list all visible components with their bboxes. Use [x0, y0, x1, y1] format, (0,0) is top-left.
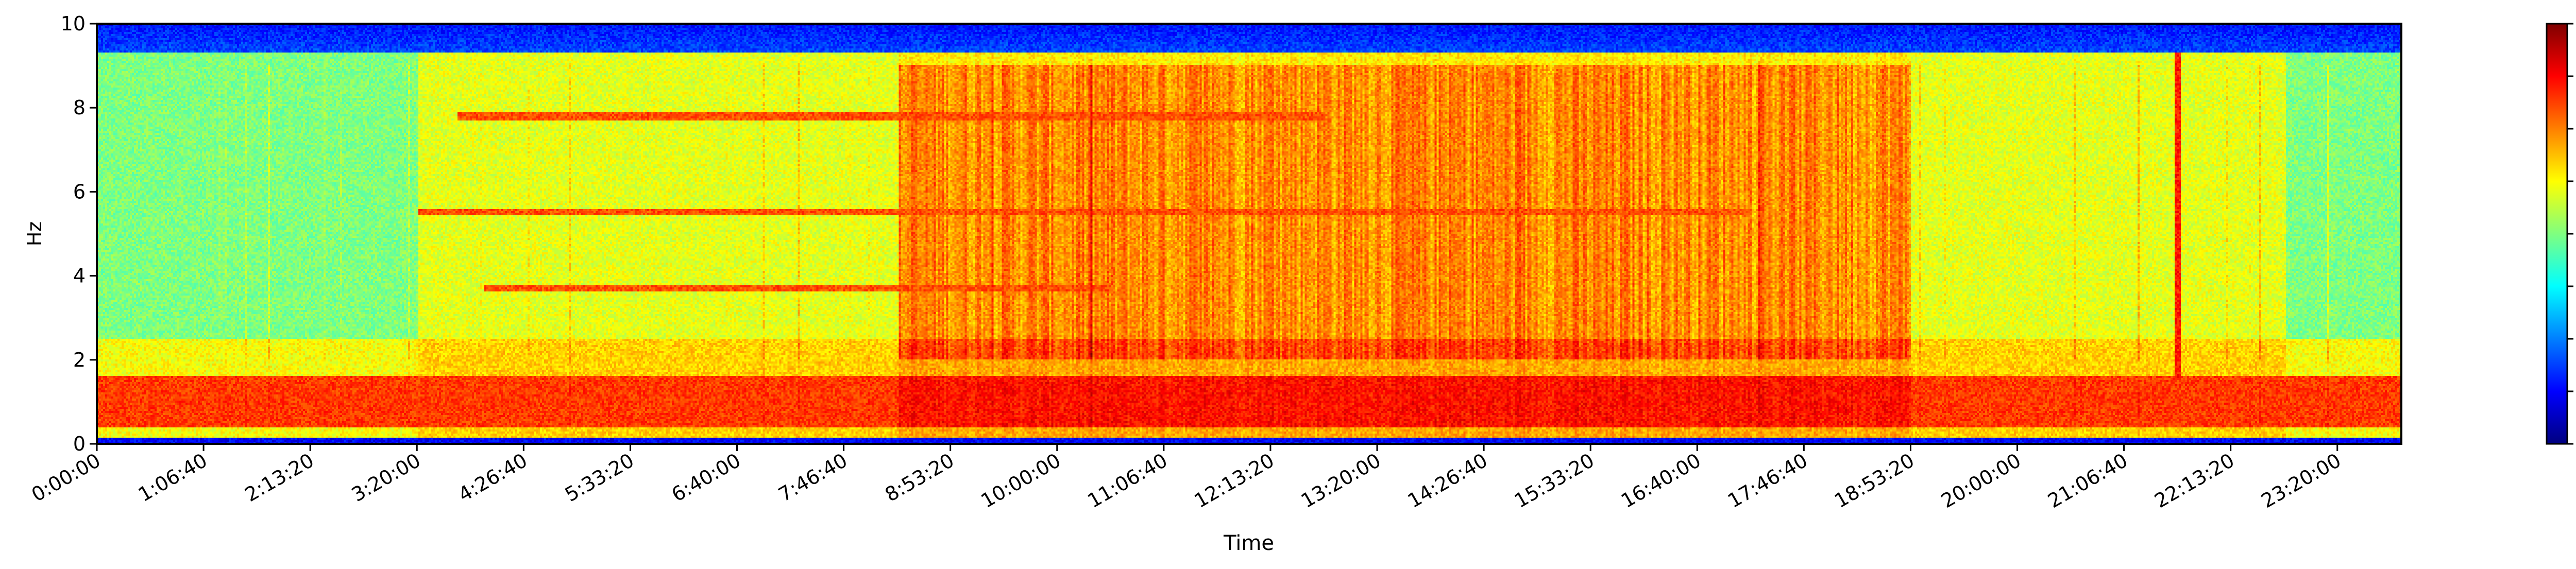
colorbar-axis: +0 dB-10 dB-20 dB-30 dB-40 dB-50 dB-60 d…	[2567, 23, 2573, 445]
x-tick-label: 4:26:40	[454, 449, 531, 506]
x-tick-label: 6:40:00	[668, 449, 744, 506]
x-tick-label: 11:06:40	[1084, 449, 1172, 512]
x-tick-label: 0:00:00	[28, 449, 105, 506]
x-tick-label: 5:33:20	[561, 449, 638, 506]
x-tick-label: 13:20:00	[1297, 449, 1385, 512]
spectrogram-image	[97, 24, 2401, 444]
y-tick-label: 6	[73, 180, 86, 203]
x-tick-label: 3:20:00	[348, 449, 425, 506]
x-tick-label: 22:13:20	[2150, 449, 2238, 512]
x-tick-label: 18:53:20	[1831, 449, 1918, 512]
y-tick-label: 0	[73, 433, 86, 455]
x-tick-label: 21:06:40	[2044, 449, 2131, 512]
x-tick-label: 17:46:40	[1724, 449, 1811, 512]
y-tick-label: 4	[73, 265, 86, 287]
x-tick-label: 15:33:20	[1511, 449, 1598, 512]
x-tick-label: 12:13:20	[1191, 449, 1278, 512]
x-tick-label: 14:26:40	[1404, 449, 1492, 512]
x-tick-label: 7:46:40	[774, 449, 851, 506]
y-tick-label: 8	[73, 96, 86, 119]
x-tick-label: 2:13:20	[241, 449, 318, 506]
y-tick-label: 2	[73, 349, 86, 371]
x-tick-label: 23:20:00	[2257, 449, 2345, 512]
colorbar	[2546, 23, 2568, 445]
x-axis-label: Time	[1223, 531, 1274, 555]
x-tick-label: 8:53:20	[881, 449, 958, 506]
x-tick-label: 16:40:00	[1617, 449, 1705, 512]
x-axis: 0:00:00 1:06:40 2:13:20 3:20:00 4:26:40 5:33:…	[28, 444, 2345, 512]
x-tick-label: 20:00:00	[1937, 449, 2025, 512]
y-axis: 0 2 4 6 8 10	[61, 12, 97, 455]
y-axis-label: Hz	[23, 221, 46, 247]
x-tick-label: 10:00:00	[977, 449, 1064, 512]
y-tick-label: 10	[61, 12, 86, 35]
axes-frame	[96, 23, 2402, 445]
x-tick-label: 1:06:40	[134, 449, 211, 506]
